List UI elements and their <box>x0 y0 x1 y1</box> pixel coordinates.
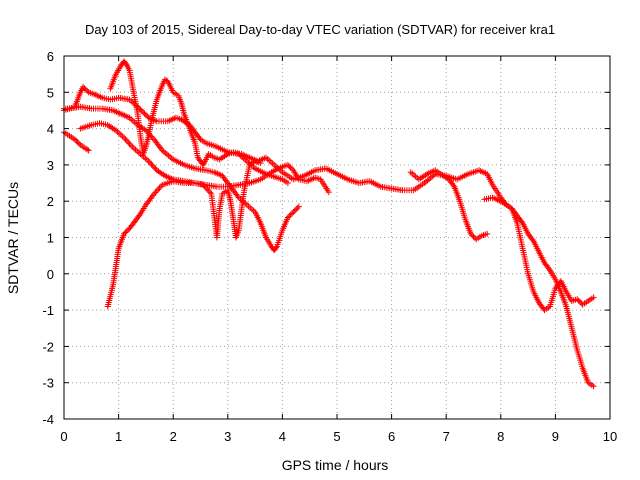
series-markers <box>104 158 264 310</box>
series-markers <box>77 120 332 196</box>
y-tick-label: 5 <box>47 85 54 100</box>
y-tick-label: 3 <box>47 158 54 173</box>
y-tick-label: 6 <box>47 49 54 64</box>
axis-ticks: 0 1 2 3 4 5 6 7 8 9 10 -4 -3 -2 -1 0 1 2 3 4 5 6 <box>42 49 617 444</box>
x-tick-label: 4 <box>279 429 286 444</box>
x-tick-label: 9 <box>552 429 559 444</box>
x-tick-label: 0 <box>60 429 67 444</box>
series-markers <box>407 167 491 243</box>
y-axis-label: SDTVAR / TECUs <box>5 182 21 294</box>
series-markers <box>61 83 291 186</box>
x-tick-label: 5 <box>333 429 340 444</box>
series-track-f <box>107 58 597 390</box>
series-track-h <box>481 194 597 314</box>
x-tick-label: 3 <box>224 429 231 444</box>
y-tick-label: -2 <box>42 339 54 354</box>
data-points <box>61 58 597 390</box>
x-tick-label: 10 <box>603 429 617 444</box>
x-tick-label: 2 <box>170 429 177 444</box>
y-tick-label: -3 <box>42 376 54 391</box>
series-track-d <box>77 120 332 196</box>
y-tick-label: 1 <box>47 231 54 246</box>
y-tick-label: 2 <box>47 194 54 209</box>
series-track-a <box>61 83 291 186</box>
y-tick-label: -1 <box>42 303 54 318</box>
x-axis-label: GPS time / hours <box>282 457 389 473</box>
series-track-g <box>407 167 491 243</box>
series-markers <box>61 129 92 154</box>
y-tick-label: 0 <box>47 267 54 282</box>
grid-lines <box>64 56 610 419</box>
series-markers <box>107 58 597 390</box>
x-tick-label: 1 <box>115 429 122 444</box>
series-track-e <box>104 158 264 310</box>
chart-title: Day 103 of 2015, Sidereal Day-to-day VTE… <box>85 22 555 37</box>
series-markers <box>481 194 597 314</box>
x-tick-label: 7 <box>443 429 450 444</box>
y-tick-label: -4 <box>42 412 54 427</box>
y-tick-label: 4 <box>47 122 54 137</box>
series-track-c <box>61 129 92 154</box>
x-tick-label: 6 <box>388 429 395 444</box>
x-tick-label: 8 <box>497 429 504 444</box>
